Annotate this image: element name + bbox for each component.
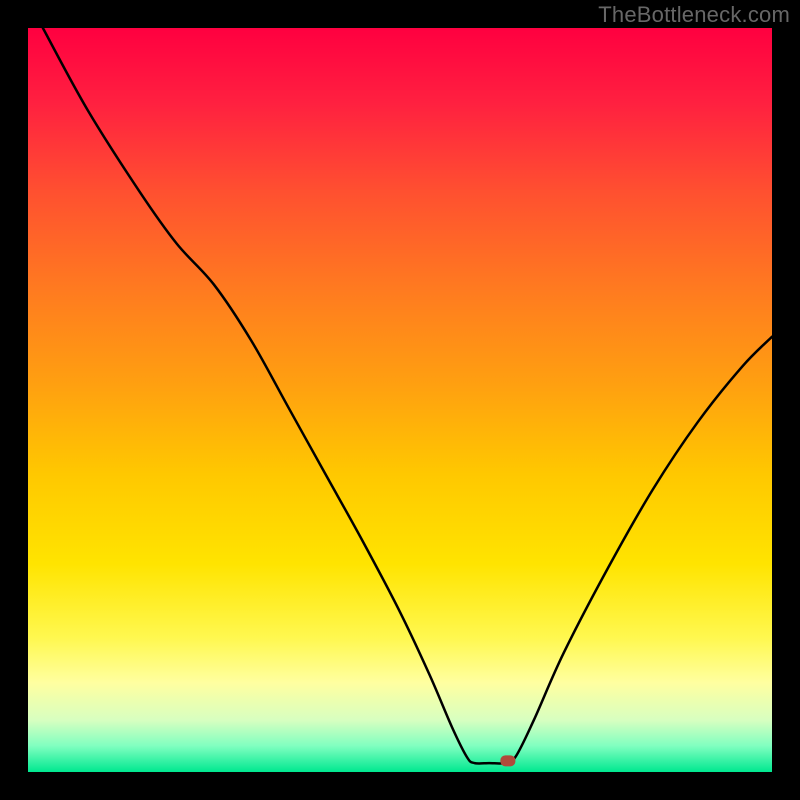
bottleneck-chart [0, 0, 800, 800]
optimum-marker [500, 755, 515, 766]
chart-frame: { "watermark": "TheBottleneck.com", "cha… [0, 0, 800, 800]
watermark-text: TheBottleneck.com [598, 2, 790, 28]
plot-background [28, 28, 772, 772]
